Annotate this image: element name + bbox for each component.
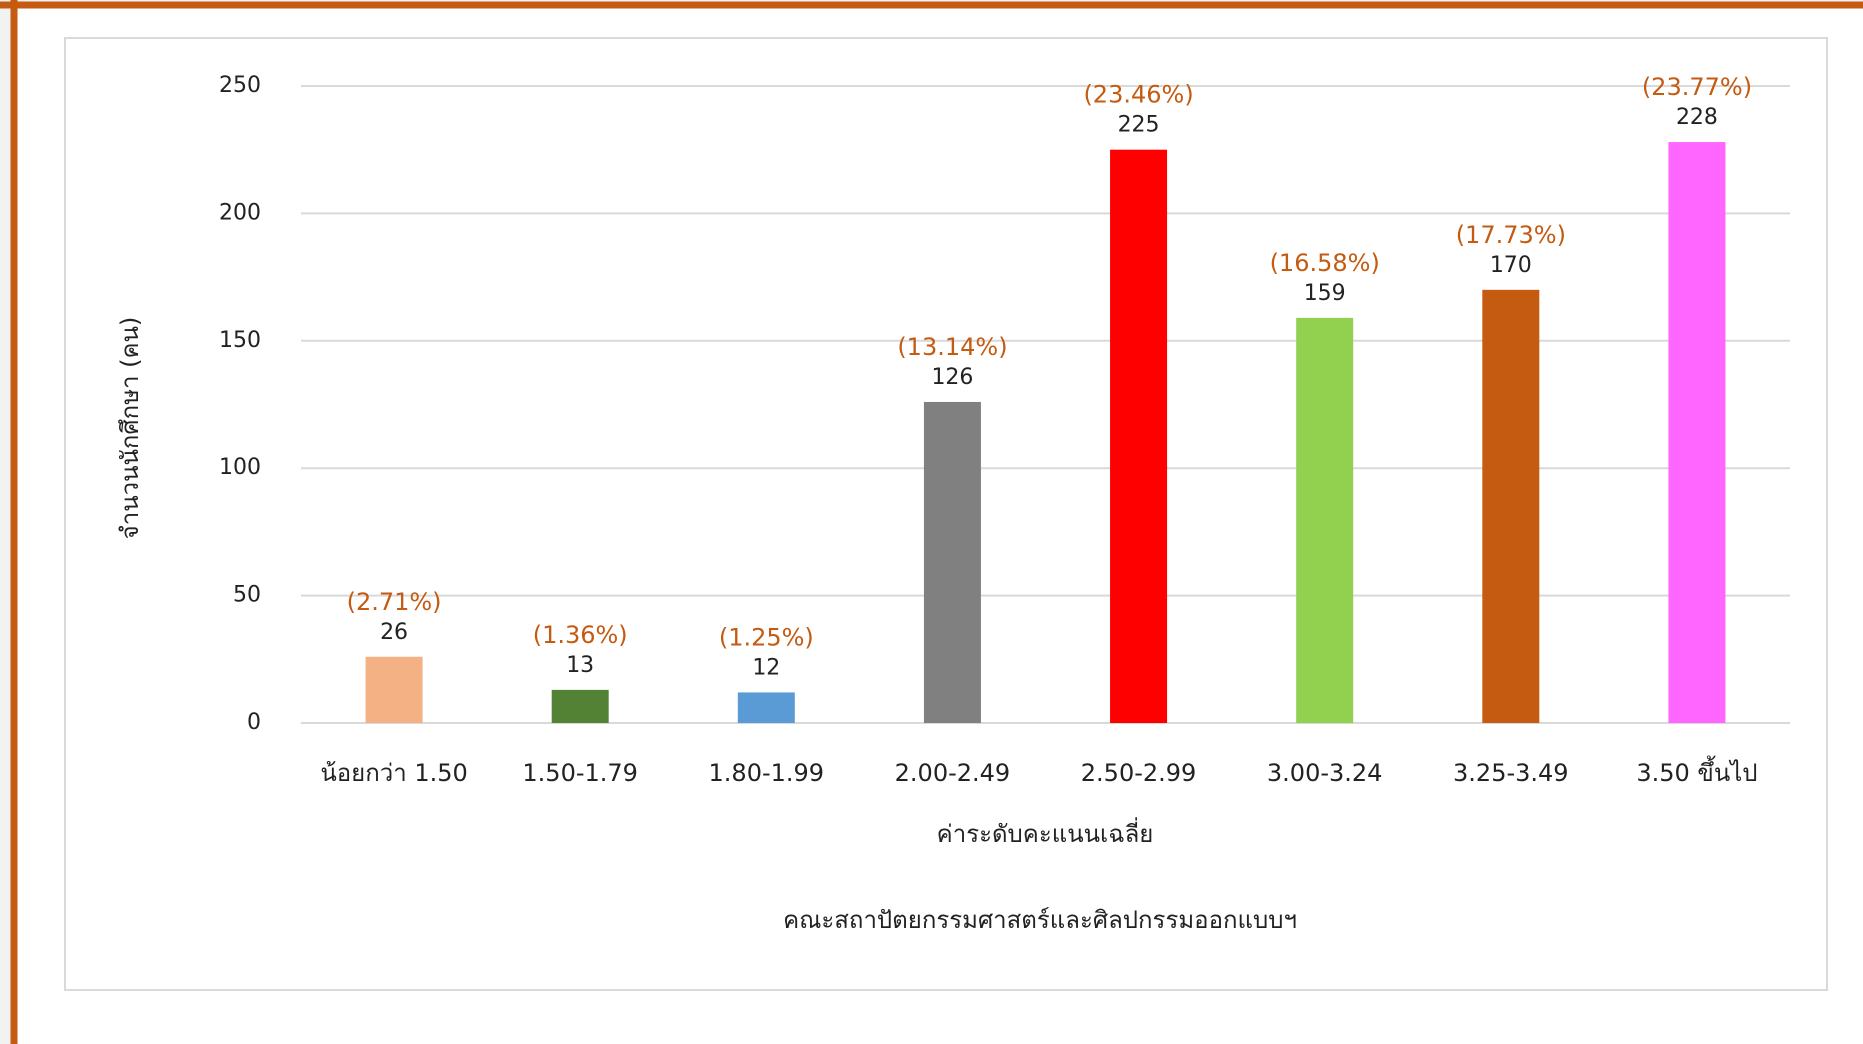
x-tick-label: 3.00-3.24 (1267, 759, 1383, 787)
y-axis-title: จำนวนนักศึกษา (คน) (116, 317, 144, 540)
x-tick-label: 2.50-2.99 (1081, 759, 1197, 787)
y-tick-label: 150 (219, 328, 261, 353)
bar (365, 656, 423, 723)
bar (1482, 289, 1540, 723)
percent-label: (23.77%) (1642, 73, 1752, 101)
y-tick-label: 50 (233, 583, 261, 608)
x-tick-label: 3.25-3.49 (1453, 759, 1569, 787)
x-tick-label: 1.80-1.99 (709, 759, 825, 787)
y-tick-label: 200 (219, 200, 261, 225)
bar (1296, 317, 1354, 723)
chart-title: คณะสถาปัตยกรรมศาสตร์และศิลปกรรมออกแบบฯ (783, 906, 1297, 934)
value-label: 228 (1676, 105, 1718, 130)
percent-label: (2.71%) (347, 588, 442, 616)
bar (551, 689, 609, 723)
bar (1668, 142, 1726, 723)
bar (737, 692, 795, 723)
percent-label: (16.58%) (1270, 249, 1380, 277)
x-axis-title: ค่าระดับคะแนนเฉลี่ย (937, 817, 1154, 848)
y-tick-label: 0 (247, 710, 261, 735)
value-label: 225 (1118, 113, 1160, 138)
x-tick-label: 3.50 ขึ้นไป (1636, 755, 1757, 787)
percent-label: (13.14%) (897, 333, 1007, 361)
value-label: 26 (380, 620, 408, 645)
percent-label: (23.46%) (1083, 81, 1193, 109)
value-label: 13 (566, 653, 594, 678)
percent-label: (1.25%) (719, 623, 814, 651)
value-label: 159 (1304, 281, 1346, 306)
y-tick-label: 100 (219, 455, 261, 480)
bar (1110, 149, 1168, 723)
bar (923, 401, 981, 723)
x-tick-label: 2.00-2.49 (895, 759, 1011, 787)
percent-label: (1.36%) (533, 621, 628, 649)
y-tick-label: 250 (219, 73, 261, 98)
value-label: 126 (931, 365, 973, 390)
value-label: 170 (1490, 253, 1532, 278)
x-tick-label: น้อยกว่า 1.50 (320, 759, 467, 787)
value-label: 12 (752, 655, 780, 680)
percent-label: (17.73%) (1456, 221, 1566, 249)
x-tick-label: 1.50-1.79 (522, 759, 638, 787)
